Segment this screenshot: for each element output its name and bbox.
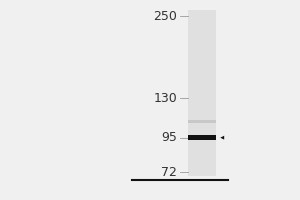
- Text: 250: 250: [153, 10, 177, 23]
- Text: 72: 72: [161, 166, 177, 179]
- Bar: [188, 10, 216, 176]
- Bar: [188, 135, 216, 140]
- Text: 130: 130: [153, 92, 177, 105]
- Text: 95: 95: [161, 131, 177, 144]
- Bar: [188, 120, 216, 123]
